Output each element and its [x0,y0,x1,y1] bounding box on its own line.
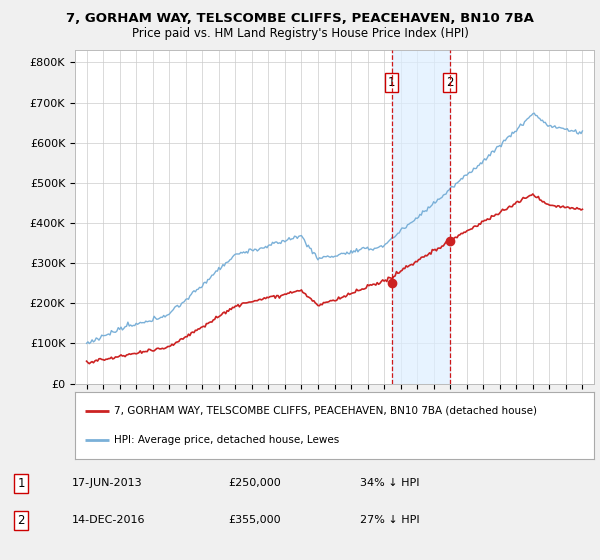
Text: 2: 2 [17,514,25,527]
Text: £250,000: £250,000 [228,478,281,488]
Bar [392,50,449,384]
Text: 27% ↓ HPI: 27% ↓ HPI [360,515,419,525]
Text: 17-JUN-2013: 17-JUN-2013 [72,478,143,488]
Text: 7, GORHAM WAY, TELSCOMBE CLIFFS, PEACEHAVEN, BN10 7BA (detached house): 7, GORHAM WAY, TELSCOMBE CLIFFS, PEACEHA… [114,406,537,416]
Text: 2: 2 [446,76,453,89]
Text: HPI: Average price, detached house, Lewes: HPI: Average price, detached house, Lewe… [114,435,339,445]
Text: 14-DEC-2016: 14-DEC-2016 [72,515,146,525]
Text: 1: 1 [17,477,25,490]
Text: 34% ↓ HPI: 34% ↓ HPI [360,478,419,488]
Text: 7, GORHAM WAY, TELSCOMBE CLIFFS, PEACEHAVEN, BN10 7BA: 7, GORHAM WAY, TELSCOMBE CLIFFS, PEACEHA… [66,12,534,25]
Text: 1: 1 [388,76,395,89]
Text: £355,000: £355,000 [228,515,281,525]
Text: Price paid vs. HM Land Registry's House Price Index (HPI): Price paid vs. HM Land Registry's House … [131,27,469,40]
